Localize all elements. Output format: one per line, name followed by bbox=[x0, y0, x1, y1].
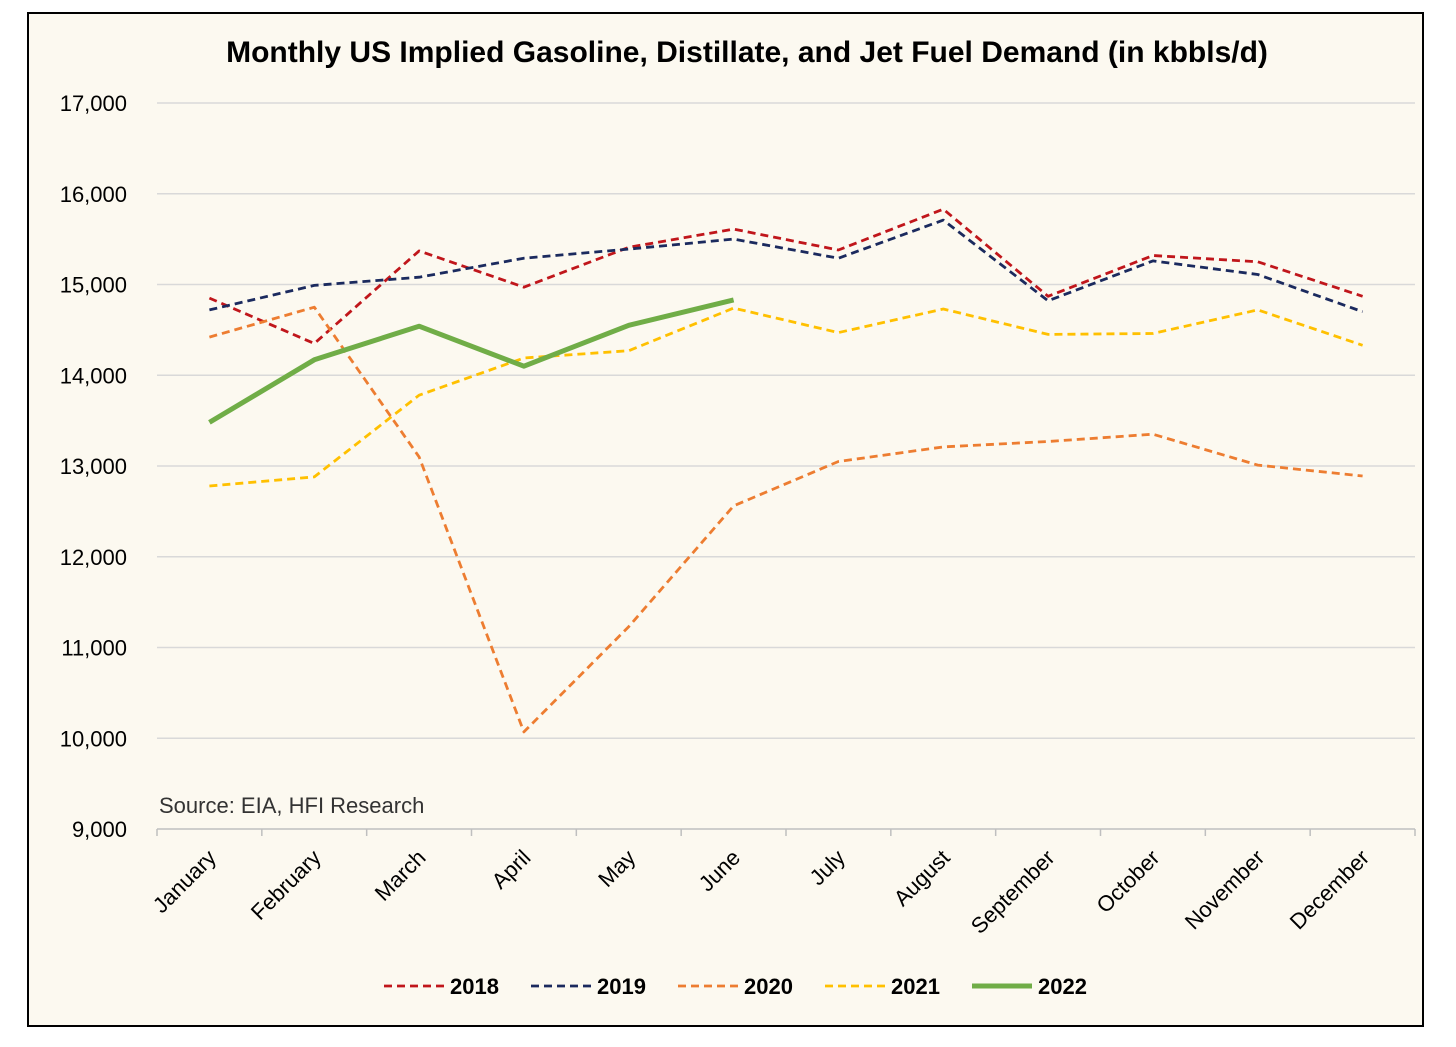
y-tick-label: 13,000 bbox=[60, 454, 127, 479]
x-axis: January February March April May June July Augu… bbox=[148, 828, 1416, 939]
x-tick-label: October bbox=[1091, 845, 1164, 918]
legend-label: 2020 bbox=[744, 974, 793, 999]
y-tick-label: 17,000 bbox=[60, 91, 127, 116]
chart-title: Monthly US Implied Gasoline, Distillate,… bbox=[226, 36, 1268, 69]
legend-label: 2021 bbox=[891, 974, 940, 999]
source-annotation: Source: EIA, HFI Research bbox=[159, 793, 424, 818]
y-tick-label: 12,000 bbox=[60, 545, 127, 570]
legend-label: 2019 bbox=[597, 974, 646, 999]
y-tick-label: 16,000 bbox=[60, 182, 127, 207]
x-tick-label: March bbox=[370, 845, 431, 906]
series-line-2022 bbox=[208, 297, 735, 425]
legend-label: 2022 bbox=[1038, 974, 1087, 999]
y-tick-label: 9,000 bbox=[72, 817, 127, 842]
series-line-2018 bbox=[208, 207, 1364, 345]
x-tick-label: December bbox=[1285, 845, 1374, 934]
series-line-2021 bbox=[209, 306, 1364, 488]
x-tick-label: August bbox=[889, 845, 955, 911]
x-tick-label: May bbox=[593, 845, 640, 892]
y-tick-label: 15,000 bbox=[60, 273, 127, 298]
x-tick-label: February bbox=[246, 845, 326, 925]
x-tick-label: June bbox=[694, 845, 745, 896]
x-tick-label: September bbox=[966, 845, 1060, 939]
chart-area: Monthly US Implied Gasoline, Distillate,… bbox=[27, 12, 1424, 1027]
x-tick-label: January bbox=[148, 845, 221, 918]
line-chart: Monthly US Implied Gasoline, Distillate,… bbox=[60, 36, 1416, 999]
series-line-2020 bbox=[209, 305, 1363, 734]
x-tick-label: April bbox=[487, 845, 536, 894]
y-axis: 9,000 10,000 11,000 12,000 13,000 14,000 15,00… bbox=[60, 91, 127, 842]
legend: 2018 2019 2020 2021 2022 bbox=[384, 974, 1087, 999]
y-tick-label: 10,000 bbox=[60, 726, 127, 751]
y-tick-label: 14,000 bbox=[60, 363, 127, 388]
series-lines bbox=[208, 207, 1364, 734]
x-tick-label: November bbox=[1180, 845, 1269, 934]
gridlines bbox=[157, 102, 1415, 739]
x-tick-label: July bbox=[805, 845, 850, 890]
series-line-2019 bbox=[209, 218, 1364, 314]
y-tick-label: 11,000 bbox=[61, 636, 127, 661]
legend-label: 2018 bbox=[450, 974, 499, 999]
